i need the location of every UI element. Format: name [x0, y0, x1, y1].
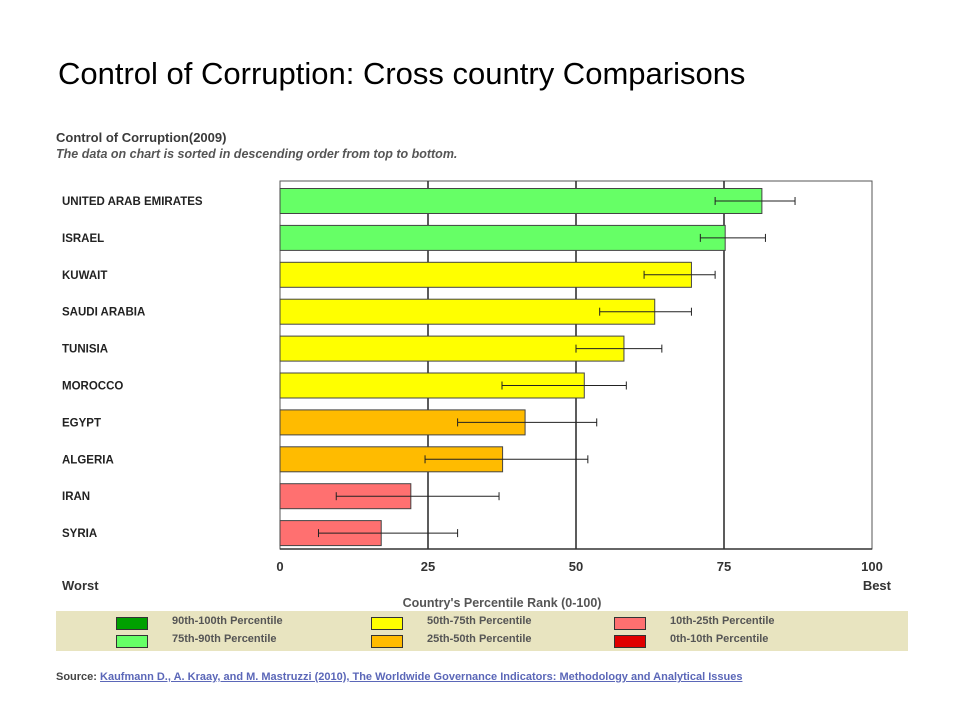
- category-label: EGYPT: [62, 417, 101, 429]
- bar-row: SAUDI ARABIA: [62, 298, 692, 325]
- x-tick-label: 25: [421, 559, 435, 574]
- category-label: UNITED ARAB EMIRATES: [62, 196, 203, 208]
- category-label: SYRIA: [62, 528, 97, 540]
- x-tick-label: 100: [861, 559, 883, 574]
- chart-subtitle: The data on chart is sorted in descendin…: [56, 147, 458, 161]
- category-label: TUNISIA: [62, 344, 108, 356]
- category-label: SAUDI ARABIA: [62, 307, 145, 319]
- bar: [279, 261, 692, 288]
- legend-label: 10th-25th Percentile: [670, 615, 775, 627]
- x-tick-label: 75: [717, 559, 731, 574]
- bar-row: EGYPT: [62, 409, 598, 436]
- bar: [279, 335, 625, 362]
- legend-swatch: [116, 635, 148, 648]
- legend-label: 0th-10th Percentile: [670, 633, 769, 645]
- bar-row: UNITED ARAB EMIRATES: [62, 188, 796, 214]
- legend-label: 25th-50th Percentile: [427, 633, 532, 645]
- legend-swatch: [371, 617, 403, 630]
- source-note: Source: Kaufmann D., A. Kraay, and M. Ma…: [56, 669, 906, 686]
- legend-swatch: [371, 635, 403, 648]
- x-tick-label: 0: [276, 559, 283, 574]
- legend-swatch: [614, 617, 646, 630]
- source-prefix: Source:: [56, 671, 97, 683]
- chart-title-year: (2009): [188, 130, 227, 145]
- category-label: KUWAIT: [62, 270, 107, 282]
- chart-title-text: Control of Corruption: [56, 130, 189, 145]
- bar: [279, 224, 726, 251]
- legend-swatch: [116, 617, 148, 630]
- bar-row: SYRIA: [62, 520, 459, 547]
- x-axis-title: Country's Percentile Rank (0-100): [403, 596, 602, 610]
- category-label: ALGERIA: [62, 454, 114, 466]
- category-label: IRAN: [62, 491, 90, 503]
- bar: [279, 298, 656, 325]
- legend-swatch: [614, 635, 646, 648]
- bar: [279, 188, 763, 214]
- bar-row: KUWAIT: [62, 261, 716, 288]
- bar-row: MOROCCO: [62, 372, 627, 399]
- x-tick-label: 50: [569, 559, 583, 574]
- bar-row: ISRAEL: [62, 224, 766, 251]
- x-min-label: Worst: [62, 578, 99, 593]
- bar-row: IRAN: [62, 483, 500, 510]
- legend-label: 75th-90th Percentile: [172, 633, 277, 645]
- legend: 90th-100th Percentile 50th-75th Percentil…: [56, 611, 908, 651]
- legend-label: 90th-100th Percentile: [172, 615, 283, 627]
- source-link[interactable]: Kaufmann D., A. Kraay, and M. Mastruzzi …: [100, 671, 743, 683]
- category-label: ISRAEL: [62, 233, 104, 245]
- x-max-label: Best: [863, 578, 892, 593]
- slide-title: Control of Corruption: Cross country Com…: [58, 56, 746, 91]
- category-label: MOROCCO: [62, 381, 123, 393]
- bar-row: TUNISIA: [62, 335, 663, 362]
- chart-title: Control of Corruption(2009): [56, 130, 226, 145]
- legend-label: 50th-75th Percentile: [427, 615, 532, 627]
- bar-chart: 0 25 50 75 100 Worst Best Country's Percentile …: [62, 180, 892, 610]
- bar-row: ALGERIA: [62, 446, 589, 473]
